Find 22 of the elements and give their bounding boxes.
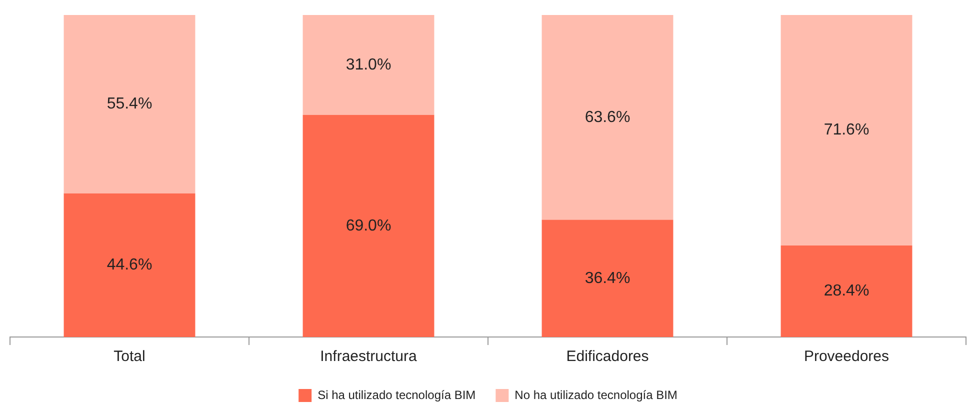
x-tick-label: Edificadores — [566, 348, 649, 366]
data-label: 28.4% — [824, 282, 870, 300]
bar — [542, 15, 674, 220]
bar — [302, 114, 434, 337]
data-label: 69.0% — [346, 217, 392, 234]
x-tick-label: Proveedores — [804, 348, 890, 366]
data-label: 36.4% — [584, 270, 630, 287]
bar — [64, 15, 196, 194]
data-label: 44.6% — [106, 256, 152, 274]
legend-label: Si ha utilizado tecnología BIM — [318, 388, 476, 402]
bar — [302, 15, 434, 115]
data-label: 55.4% — [106, 96, 152, 113]
x-tick-label: Total — [114, 348, 146, 366]
data-label: 71.6% — [824, 122, 870, 139]
data-label: 31.0% — [346, 56, 392, 74]
bar — [780, 15, 912, 246]
bar — [64, 193, 196, 337]
bar — [542, 220, 674, 337]
bar — [780, 246, 912, 337]
legend-label: No ha utilizado tecnología BIM — [514, 388, 678, 402]
data-label: 63.6% — [584, 108, 630, 126]
x-tick-label: Infraestructura — [320, 348, 418, 366]
